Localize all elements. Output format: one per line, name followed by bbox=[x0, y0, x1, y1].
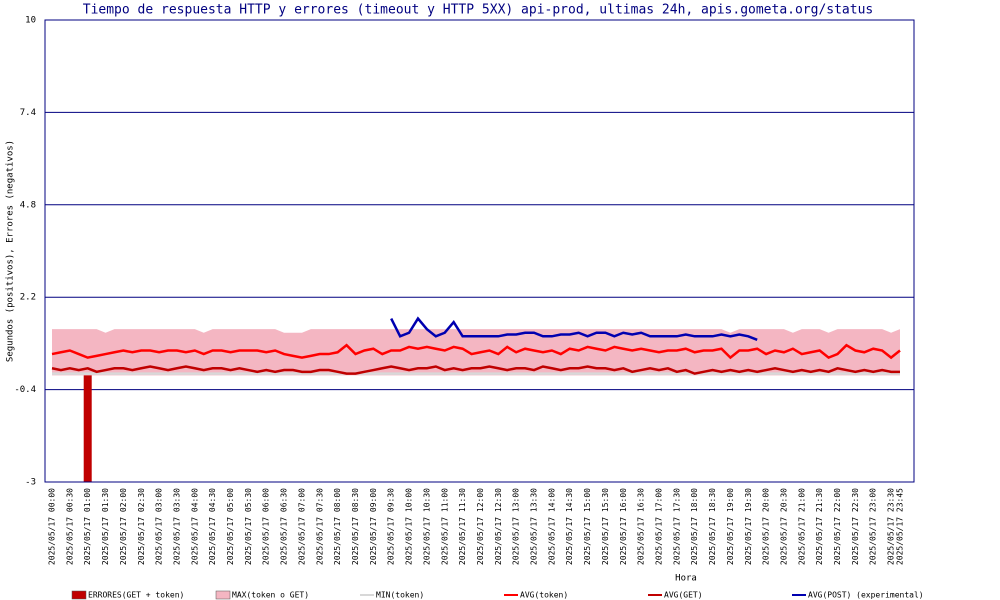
y-tick-label: 7.4 bbox=[20, 108, 36, 118]
x-tick-label: 2025/05/17 03:00 bbox=[155, 488, 164, 565]
x-tick-label: 2025/05/17 18:30 bbox=[708, 488, 717, 565]
x-tick-label: 2025/05/17 03:30 bbox=[172, 488, 181, 565]
x-tick-label: 2025/05/17 00:30 bbox=[65, 488, 74, 565]
y-tick-label: 10 bbox=[25, 16, 36, 26]
y-axis-label: Segundos (positivos), Errores (negativos… bbox=[6, 140, 16, 362]
x-tick-label: 2025/05/17 15:00 bbox=[583, 488, 592, 565]
series-line bbox=[51, 365, 900, 375]
legend-swatch bbox=[215, 590, 231, 600]
chart-title: Tiempo de respuesta HTTP y errores (time… bbox=[83, 3, 874, 18]
x-tick-label: 2025/05/17 06:00 bbox=[262, 488, 271, 565]
x-tick-label: 2025/05/17 19:00 bbox=[726, 488, 735, 565]
x-tick-label: 2025/05/17 11:30 bbox=[458, 488, 467, 565]
y-tick-label: 2.2 bbox=[20, 293, 36, 303]
x-tick-label: 2025/05/17 10:30 bbox=[422, 488, 431, 565]
x-tick-label: 2025/05/17 13:00 bbox=[512, 488, 521, 565]
x-tick-label: 2025/05/17 10:00 bbox=[405, 488, 414, 565]
legend-label: AVG(token) bbox=[520, 591, 568, 600]
x-tick-label: 2025/05/17 07:00 bbox=[297, 488, 306, 565]
legend-label: MIN(token) bbox=[376, 591, 424, 600]
x-tick-label: 2025/05/17 08:00 bbox=[333, 488, 342, 565]
x-tick-label: 2025/05/17 17:00 bbox=[654, 488, 663, 565]
x-tick-label: 2025/05/17 16:00 bbox=[619, 488, 628, 565]
x-tick-label: 2025/05/17 12:30 bbox=[494, 488, 503, 565]
x-tick-label: 2025/05/17 22:00 bbox=[833, 488, 842, 565]
x-tick-label: 2025/05/17 22:30 bbox=[851, 488, 860, 565]
x-axis-label: Hora bbox=[675, 574, 697, 584]
x-tick-label: 2025/05/17 17:30 bbox=[672, 488, 681, 565]
x-tick-label: 2025/05/17 02:00 bbox=[119, 488, 128, 565]
x-tick-label: 2025/05/17 02:30 bbox=[137, 488, 146, 565]
x-tick-label: 2025/05/17 09:00 bbox=[369, 488, 378, 565]
x-tick-label: 2025/05/17 20:30 bbox=[779, 488, 788, 565]
x-tick-label: 2025/05/17 09:30 bbox=[387, 488, 396, 565]
x-tick-label: 2025/05/17 04:30 bbox=[208, 488, 217, 565]
x-tick-label: 2025/05/17 05:00 bbox=[226, 488, 235, 565]
x-tick-label: 2025/05/17 14:30 bbox=[565, 488, 574, 565]
x-tick-label: 2025/05/17 23:30 bbox=[887, 488, 896, 565]
legend-label: AVG(POST) (experimental) bbox=[808, 591, 924, 600]
x-tick-label: 2025/05/17 01:00 bbox=[83, 488, 92, 565]
y-tick-label: -0.4 bbox=[14, 385, 36, 395]
x-tick-label: 2025/05/17 07:30 bbox=[315, 488, 324, 565]
legend-label: AVG(GET) bbox=[664, 591, 703, 600]
y-tick-label: 4.8 bbox=[20, 200, 36, 210]
x-tick-label: 2025/05/17 14:00 bbox=[547, 488, 556, 565]
x-tick-label: 2025/05/17 18:00 bbox=[690, 488, 699, 565]
legend-label: MAX(token o GET) bbox=[232, 591, 309, 600]
series-line bbox=[51, 343, 901, 360]
x-tick-label: 2025/05/17 12:00 bbox=[476, 488, 485, 565]
x-tick-label: 2025/05/17 05:30 bbox=[244, 488, 253, 565]
x-tick-label: 2025/05/17 23:00 bbox=[869, 488, 878, 565]
x-tick-label: 2025/05/17 19:30 bbox=[744, 488, 753, 565]
x-tick-label: 2025/05/17 01:30 bbox=[101, 488, 110, 565]
error-bar bbox=[83, 375, 92, 482]
x-tick-label: 2025/05/17 11:00 bbox=[440, 488, 449, 565]
x-tick-label: 2025/05/17 00:00 bbox=[48, 488, 57, 565]
y-tick-label: -3 bbox=[25, 478, 36, 488]
x-tick-label: 2025/05/17 21:00 bbox=[797, 488, 806, 565]
plot-border bbox=[44, 19, 915, 483]
legend-label: ERRORES(GET + token) bbox=[88, 591, 184, 600]
x-tick-label: 2025/05/17 16:30 bbox=[637, 488, 646, 565]
x-tick-label: 2025/05/17 04:00 bbox=[190, 488, 199, 565]
x-tick-label: 2025/05/17 06:30 bbox=[280, 488, 289, 565]
x-tick-label: 2025/05/17 08:30 bbox=[351, 488, 360, 565]
x-tick-label: 2025/05/17 15:30 bbox=[601, 488, 610, 565]
x-tick-label: 2025/05/17 21:30 bbox=[815, 488, 824, 565]
x-tick-label: 2025/05/17 20:00 bbox=[762, 488, 771, 565]
legend-swatch bbox=[71, 590, 87, 600]
x-tick-label: 2025/05/17 23:45 bbox=[896, 488, 905, 565]
series-line bbox=[390, 316, 758, 342]
x-tick-label: 2025/05/17 13:30 bbox=[530, 488, 539, 565]
